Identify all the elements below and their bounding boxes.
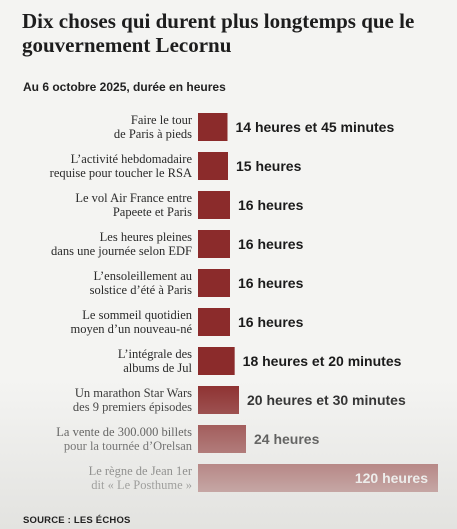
category-label-6: Le sommeil quotidien moyen d’un nouveau-n… [71,308,193,336]
category-label-8: Un marathon Star Wars des 9 premiers épis… [73,386,192,414]
source-note: SOURCE : LES ÉCHOS [23,515,131,526]
value-label-4: 16 heures [238,236,304,252]
bar-5 [198,269,230,297]
chart-title: Dix choses qui durent plus longtemps que… [22,9,415,57]
category-label-4: Les heures pleines dans une journée selon… [51,230,192,258]
value-label-5: 16 heures [238,275,304,291]
value-label-9: 24 heures [254,431,320,447]
category-label-7: L’intégrale des albums de Jul [118,347,193,375]
category-label-2: L’activité hebdomadaire requise pour touc… [50,152,193,180]
category-label-5: L’ensoleillement au solstice d’été à Pari… [90,269,193,297]
bar-9 [198,425,246,453]
category-label-10: Le règne de Jean 1er dit « Le Posthume » [89,464,193,492]
value-label-8: 20 heures et 30 minutes [247,392,406,408]
category-label-3: Le vol Air France entre Papeete et Paris [75,191,192,219]
value-label-2: 15 heures [236,158,302,174]
bar-4 [198,230,230,258]
category-label-9: La vente de 300.000 billets pour la tourn… [56,425,192,453]
bar-2 [198,152,228,180]
bar-7 [198,347,235,375]
value-label-7: 18 heures et 20 minutes [243,353,402,369]
bar-1 [198,113,228,141]
bar-8 [198,386,239,414]
value-label-1: 14 heures et 45 minutes [236,119,395,135]
chart-subtitle: Au 6 octobre 2025, durée en heures [23,80,226,94]
value-label-10: 120 heures [355,470,428,486]
value-label-3: 16 heures [238,197,304,213]
category-label-1: Faire le tour de Paris à pieds [114,113,193,141]
value-label-6: 16 heures [238,314,304,330]
bar-6 [198,308,230,336]
bar-3 [198,191,230,219]
